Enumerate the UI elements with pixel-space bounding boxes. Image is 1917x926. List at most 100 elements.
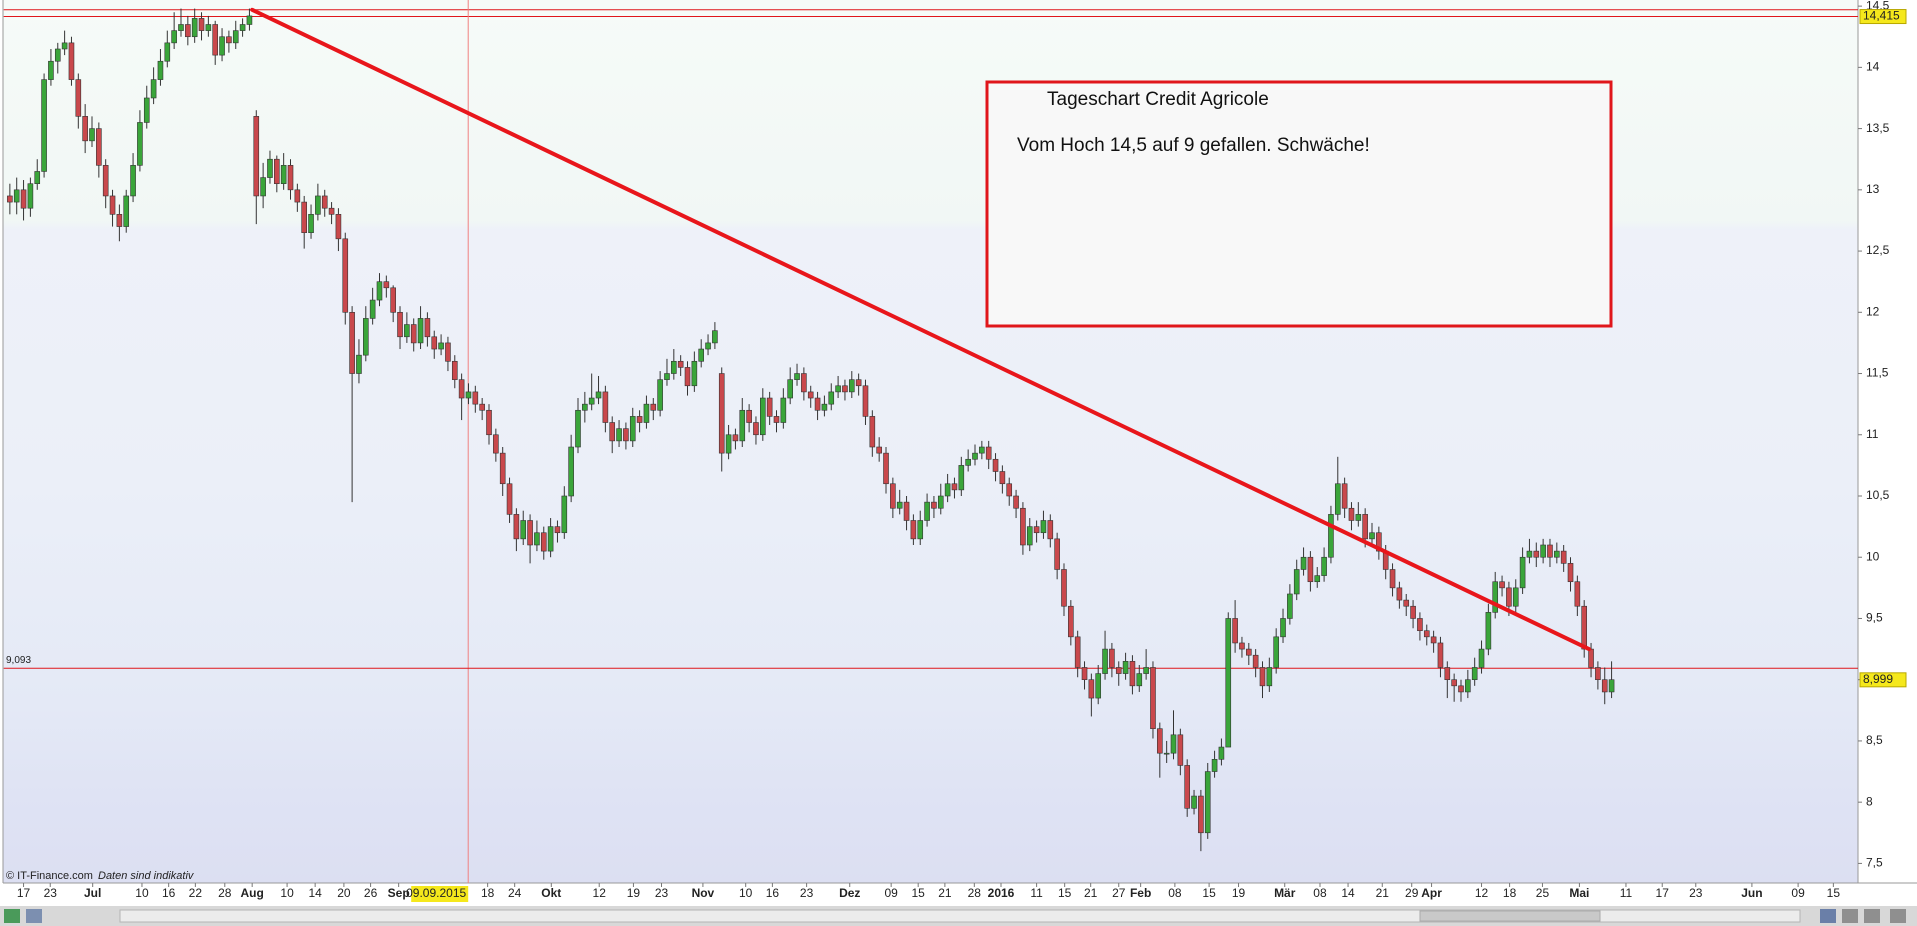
candle-body [862, 385, 869, 417]
annotation-text: Vom Hoch 14,5 auf 9 gefallen. Schwäche! [1017, 135, 1370, 156]
candle-body [801, 373, 807, 393]
candle-body [910, 520, 917, 540]
candle-body [753, 422, 759, 436]
candle-body [493, 434, 499, 454]
candle-body [1287, 593, 1293, 619]
candle-body [260, 177, 266, 197]
candle-body [376, 281, 383, 301]
candle-body [1595, 667, 1601, 681]
candle-body [178, 24, 184, 31]
tool-icon[interactable] [26, 909, 42, 923]
x-tick-label: 26 [364, 886, 378, 900]
x-tick-label: Mai [1569, 886, 1589, 900]
candle-body [445, 342, 451, 362]
x-tick-label: 16 [766, 886, 780, 900]
y-tick-label: 8 [1866, 794, 1873, 808]
candle-body [239, 24, 246, 31]
candle-body [807, 391, 814, 399]
candle-body [677, 360, 684, 368]
candle-body [1163, 752, 1170, 755]
candle-body [1095, 673, 1102, 699]
candle-body [1198, 795, 1204, 834]
candle-body [718, 373, 725, 454]
candle-body [917, 520, 924, 540]
candle-body [712, 330, 718, 344]
annotation-title: Tageschart Credit Agricole [1047, 89, 1269, 110]
candle-body [1136, 673, 1143, 687]
candle-body [171, 30, 177, 44]
candle-body [1239, 642, 1245, 650]
candle-body [397, 311, 403, 338]
y-tick-label: 11,5 [1866, 366, 1889, 380]
candle-body [1061, 569, 1067, 607]
candle-body [342, 238, 349, 313]
zoom-icon[interactable] [1842, 909, 1858, 923]
candle-body [1423, 630, 1430, 638]
x-tick-label: 15 [1202, 886, 1216, 900]
candle-body [410, 324, 417, 344]
candle-body [855, 379, 862, 387]
candle-body [7, 195, 13, 203]
candle-body [588, 397, 595, 405]
candle-body [1492, 581, 1499, 613]
zoom-icon[interactable] [1820, 909, 1836, 923]
candle-body [814, 397, 821, 411]
candle-body [1314, 575, 1321, 583]
toolbar [0, 906, 1917, 926]
x-tick-label: Sep [388, 886, 410, 900]
candle-body [1102, 648, 1108, 674]
y-tick-label: 11 [1866, 427, 1879, 441]
candle-body [1410, 605, 1416, 619]
candle-body [27, 183, 34, 209]
x-tick-label: 23 [800, 886, 814, 900]
candle-body [616, 428, 622, 442]
candle-body [760, 397, 766, 436]
candle-body [274, 158, 280, 185]
candle-body [82, 116, 88, 142]
candle-body [1047, 520, 1054, 540]
candle-body [835, 385, 841, 393]
candle-body [937, 495, 944, 509]
candle-body [123, 195, 130, 227]
candle-body [1369, 532, 1375, 540]
candle-body [48, 60, 54, 80]
x-tick-label: 21 [1084, 886, 1098, 900]
candle-body [301, 201, 307, 233]
candle-body [1389, 569, 1396, 589]
candle-body [315, 195, 321, 215]
candle-body [369, 299, 376, 319]
candle-body [1430, 636, 1437, 644]
candle-body [657, 379, 663, 411]
x-tick-label: 20 [337, 886, 351, 900]
price-marker [1859, 9, 1907, 25]
candle-body [766, 397, 773, 417]
candle-body [1328, 514, 1334, 558]
plot [3, 0, 1858, 883]
candle-body [671, 360, 677, 374]
candle-body [1348, 507, 1355, 521]
candle-body [321, 195, 328, 209]
candle-body [684, 367, 691, 387]
candle-body [568, 446, 574, 497]
candle-body [198, 18, 205, 31]
candle-body [1245, 648, 1252, 656]
candle-body [431, 336, 438, 350]
candle-body [458, 379, 465, 399]
y-tick-label: 7,5 [1866, 856, 1883, 870]
zoom-icon[interactable] [1864, 909, 1880, 923]
candle-body [582, 403, 588, 411]
candle-body [848, 379, 855, 393]
candle-body [1225, 618, 1232, 748]
tool-icon[interactable] [4, 909, 20, 923]
candle-body [417, 318, 424, 344]
zoom-icon[interactable] [1890, 909, 1906, 923]
candle-body [739, 409, 746, 442]
x-tick-label: Aug [241, 886, 264, 900]
candle-body [54, 48, 61, 62]
candle-body [267, 158, 273, 178]
candle-body [13, 189, 20, 203]
candle-body [705, 342, 711, 350]
candle-body [1581, 605, 1588, 650]
candle-body [1608, 679, 1615, 693]
candle-body [561, 495, 568, 534]
